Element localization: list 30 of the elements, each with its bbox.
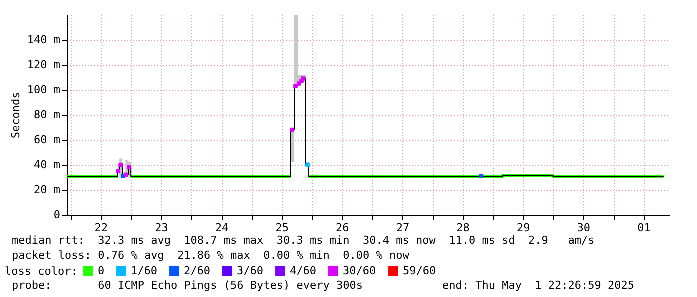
y-axis-title: Seconds bbox=[9, 92, 22, 139]
x-tick-label: 23 bbox=[155, 222, 168, 234]
y-tick-label: 0 bbox=[54, 208, 60, 222]
x-tick-label: 01 bbox=[638, 222, 651, 234]
x-tick-label: 29 bbox=[516, 222, 530, 234]
y-tick-label: 40 m bbox=[34, 158, 61, 172]
y-tick-label: 120 m bbox=[27, 58, 61, 72]
y-tick-label: 100 m bbox=[27, 84, 61, 96]
x-tick-label: 30 bbox=[577, 222, 591, 234]
legend-label: 59/60 bbox=[403, 264, 436, 278]
legend-title: loss color: bbox=[5, 265, 78, 278]
legend-label: 1/60 bbox=[131, 264, 158, 278]
x-tick-label: 28 bbox=[456, 222, 470, 234]
legend-label: 3/60 bbox=[237, 264, 264, 278]
y-tick-label: 60 m bbox=[34, 134, 61, 146]
legend-label: 0 bbox=[98, 264, 105, 278]
text: median rtt: 32.3 ms avg 108.7 ms max 30.3 ms min 30.4 ms now 11.0 ms sd 2.9 am/s bbox=[12, 234, 595, 247]
legend-label: 30/60 bbox=[343, 264, 376, 278]
legend-label: 4/60 bbox=[290, 264, 316, 278]
x-tick-label: 27 bbox=[396, 222, 410, 234]
x-tick-label: 22 bbox=[94, 222, 108, 234]
text: probe: 60 ICMP Echo Pings (56 Bytes) every 300s end: Thu May 1 22:26:59 2025 bbox=[12, 279, 635, 292]
y-tick-label: 20 m bbox=[34, 184, 61, 196]
legend-label: 2/60 bbox=[184, 264, 210, 278]
y-tick-label: 140 m bbox=[27, 34, 61, 46]
x-tick-label: 25 bbox=[276, 222, 289, 234]
x-tick-label: 24 bbox=[215, 222, 230, 234]
text: packet loss: 0.76 % avg 21.86 % max 0.00 % min 0.00 % now bbox=[12, 249, 410, 262]
y-tick-label: 80 m bbox=[34, 108, 61, 122]
x-tick-label: 26 bbox=[336, 222, 350, 234]
